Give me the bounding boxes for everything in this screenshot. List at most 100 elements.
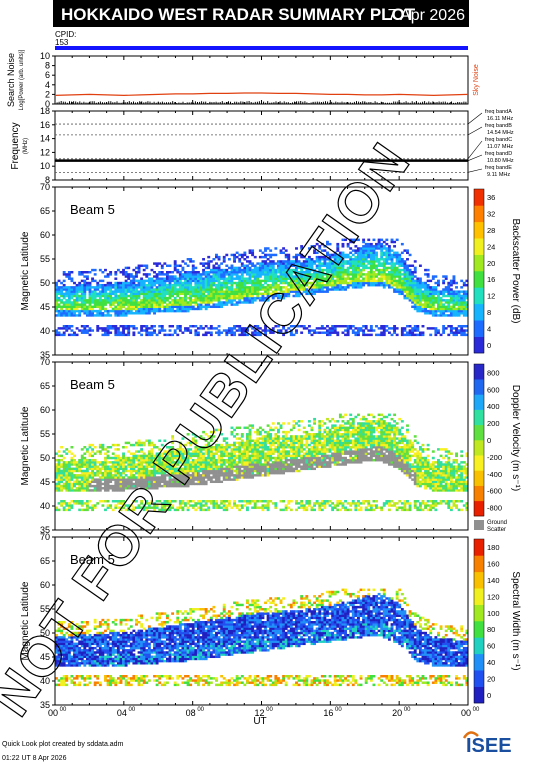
band-value: 11.07 MHz: [487, 144, 513, 150]
y-axis-sublabel: Log[Power (arb. units)]: [19, 49, 25, 110]
colorbar-segment: [474, 424, 484, 441]
band-value: 10.80 MHz: [487, 158, 514, 164]
y-tick-label: 10: [40, 51, 50, 61]
colorbar-segment: [474, 364, 484, 380]
colorbar-segment: [474, 394, 484, 410]
band-label: freq bandA: [485, 109, 512, 115]
band-connector: [467, 168, 483, 173]
colorbar-segment: [474, 336, 484, 354]
colorbar-tick-label: 60: [487, 642, 495, 651]
y-tick-label: 8: [45, 175, 50, 185]
scatter-cells: [55, 413, 469, 512]
y-tick-label: 35: [40, 525, 50, 535]
x-tick-label: 04: [117, 708, 127, 718]
colorbar-segment: [474, 604, 484, 622]
beam-label: Beam 5: [70, 202, 115, 217]
colorbar-tick-label: 600: [487, 385, 500, 394]
cpid-bar: [55, 46, 468, 50]
ground-scatter-swatch: [474, 520, 484, 530]
y-tick-label: 45: [40, 302, 50, 312]
ut-axis: 00 00 04 00 08 00 12 00 16 00 20 00 00 00: [48, 707, 480, 718]
colorbar-tick-label: 100: [487, 609, 500, 618]
colorbar-segment: [474, 455, 484, 471]
y-tick-label: 0: [45, 99, 50, 109]
x-tick-label: 08: [186, 708, 196, 718]
plot-date: 7 Apr 2026: [388, 7, 466, 24]
colorbar-tick-label: 20: [487, 674, 495, 683]
colorbar-segment: [474, 500, 484, 517]
y-tick-label: 2: [45, 89, 50, 99]
y-axis-label: Frequency: [10, 122, 21, 169]
ut-axis-label: UT: [253, 716, 266, 727]
band-connector: [467, 112, 483, 125]
beam-label: Beam 5: [70, 377, 115, 392]
colorbar-segment: [474, 189, 484, 206]
colorbar-tick-label: 8: [487, 308, 491, 317]
band-label: freq bandB: [485, 123, 512, 129]
colorbar-tick-label: 80: [487, 625, 495, 634]
footer-timestamp: 01:22 UT 8 Apr 2026: [2, 755, 67, 762]
colorbar-segment: [474, 287, 484, 305]
colorbar-label: Backscatter Power (dB): [510, 218, 521, 323]
frequency-panel: 8 10 12 14 16 18 Frequency (MHz) freq bandA16.11…: [10, 106, 514, 185]
y-tick-label: 70: [40, 182, 50, 192]
colorbar-segment: [474, 205, 484, 223]
colorbar-frame: [473, 538, 485, 704]
colorbar-label: Doppler Velocity (m s⁻¹): [510, 385, 521, 491]
sky-noise-label: Sky Noise: [473, 64, 480, 96]
band-connector: [467, 140, 483, 160]
plot-title: HOKKAIDO WEST RADAR SUMMARY PLOT: [61, 5, 416, 24]
sky-noise-line: [54, 92, 469, 97]
ground-scatter-label: Ground: [487, 520, 507, 526]
x-tick-label: 12: [254, 708, 264, 718]
y-tick-label: 55: [40, 604, 50, 614]
colorbar-segment: [474, 686, 484, 704]
colorbar-segment: [474, 271, 484, 288]
colorbar-tick-label: 32: [487, 210, 495, 219]
colorbar-tick-label: 800: [487, 368, 500, 377]
colorbar-segment: [474, 571, 484, 589]
y-tick-label: 45: [40, 477, 50, 487]
colorbar-tick-label: 140: [487, 576, 500, 585]
band-label: freq bandD: [485, 151, 512, 157]
colorbar-segment: [474, 379, 484, 395]
y-axis-sublabel: (MHz): [23, 138, 29, 154]
colorbar-segment: [474, 320, 484, 337]
colorbar-tick-label: 36: [487, 193, 495, 202]
colorbar-segment: [474, 621, 484, 638]
y-tick-label: 8: [45, 61, 50, 71]
colorbar-tick-label: -200: [487, 453, 502, 462]
colorbar-tick-label: 40: [487, 658, 495, 667]
y-tick-label: 35: [40, 700, 50, 710]
colorbar-segment: [474, 409, 484, 426]
y-tick-label: 55: [40, 254, 50, 264]
x-tick-label: 00: [48, 708, 58, 718]
colorbar-tick-label: 200: [487, 419, 500, 428]
colorbar-tick-label: 20: [487, 259, 495, 268]
colorbar-tick-label: -400: [487, 470, 502, 479]
y-tick-label: 16: [40, 120, 50, 130]
y-tick-label: 14: [40, 134, 50, 144]
colorbar-tick-label: 16: [487, 275, 495, 284]
panel-frame: [54, 55, 469, 105]
colorbar-segment: [474, 670, 484, 687]
band-value: 9.11 MHz: [487, 172, 510, 178]
x-tick-minutes: 00: [197, 707, 204, 713]
colorbar-segment: [474, 588, 484, 605]
band-connector: [467, 126, 483, 136]
colorbar-tick-label: 12: [487, 292, 495, 301]
y-tick-label: 6: [45, 70, 50, 80]
y-tick-label: 65: [40, 556, 50, 566]
y-tick-label: 60: [40, 405, 50, 415]
isee-logo: ISEE: [462, 731, 512, 757]
backscatter-power-panel: 35 40 45 50 55 60 65 70 Magnetic Latitude Beam 5 0…: [20, 182, 521, 360]
band-value: 14.54 MHz: [487, 130, 514, 136]
y-tick-label: 10: [40, 161, 50, 171]
y-tick-label: 4: [45, 80, 50, 90]
beam-label: Beam 5: [70, 552, 115, 567]
scatter-cells: [55, 588, 469, 687]
colorbar-frame: [473, 363, 485, 517]
y-axis-label: Magnetic Latitude: [20, 406, 31, 485]
